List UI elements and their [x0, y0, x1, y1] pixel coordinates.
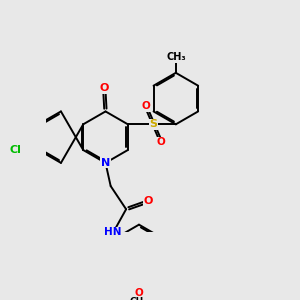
Text: HN: HN [104, 227, 122, 237]
Text: O: O [141, 101, 150, 111]
Text: O: O [143, 196, 153, 206]
Text: O: O [157, 137, 166, 147]
Text: O: O [135, 288, 143, 298]
Text: S: S [149, 119, 158, 129]
Text: Cl: Cl [10, 145, 21, 155]
Text: CH₃: CH₃ [166, 52, 186, 62]
Text: N: N [101, 158, 110, 168]
Text: CH₃: CH₃ [130, 297, 148, 300]
Text: O: O [100, 83, 109, 93]
